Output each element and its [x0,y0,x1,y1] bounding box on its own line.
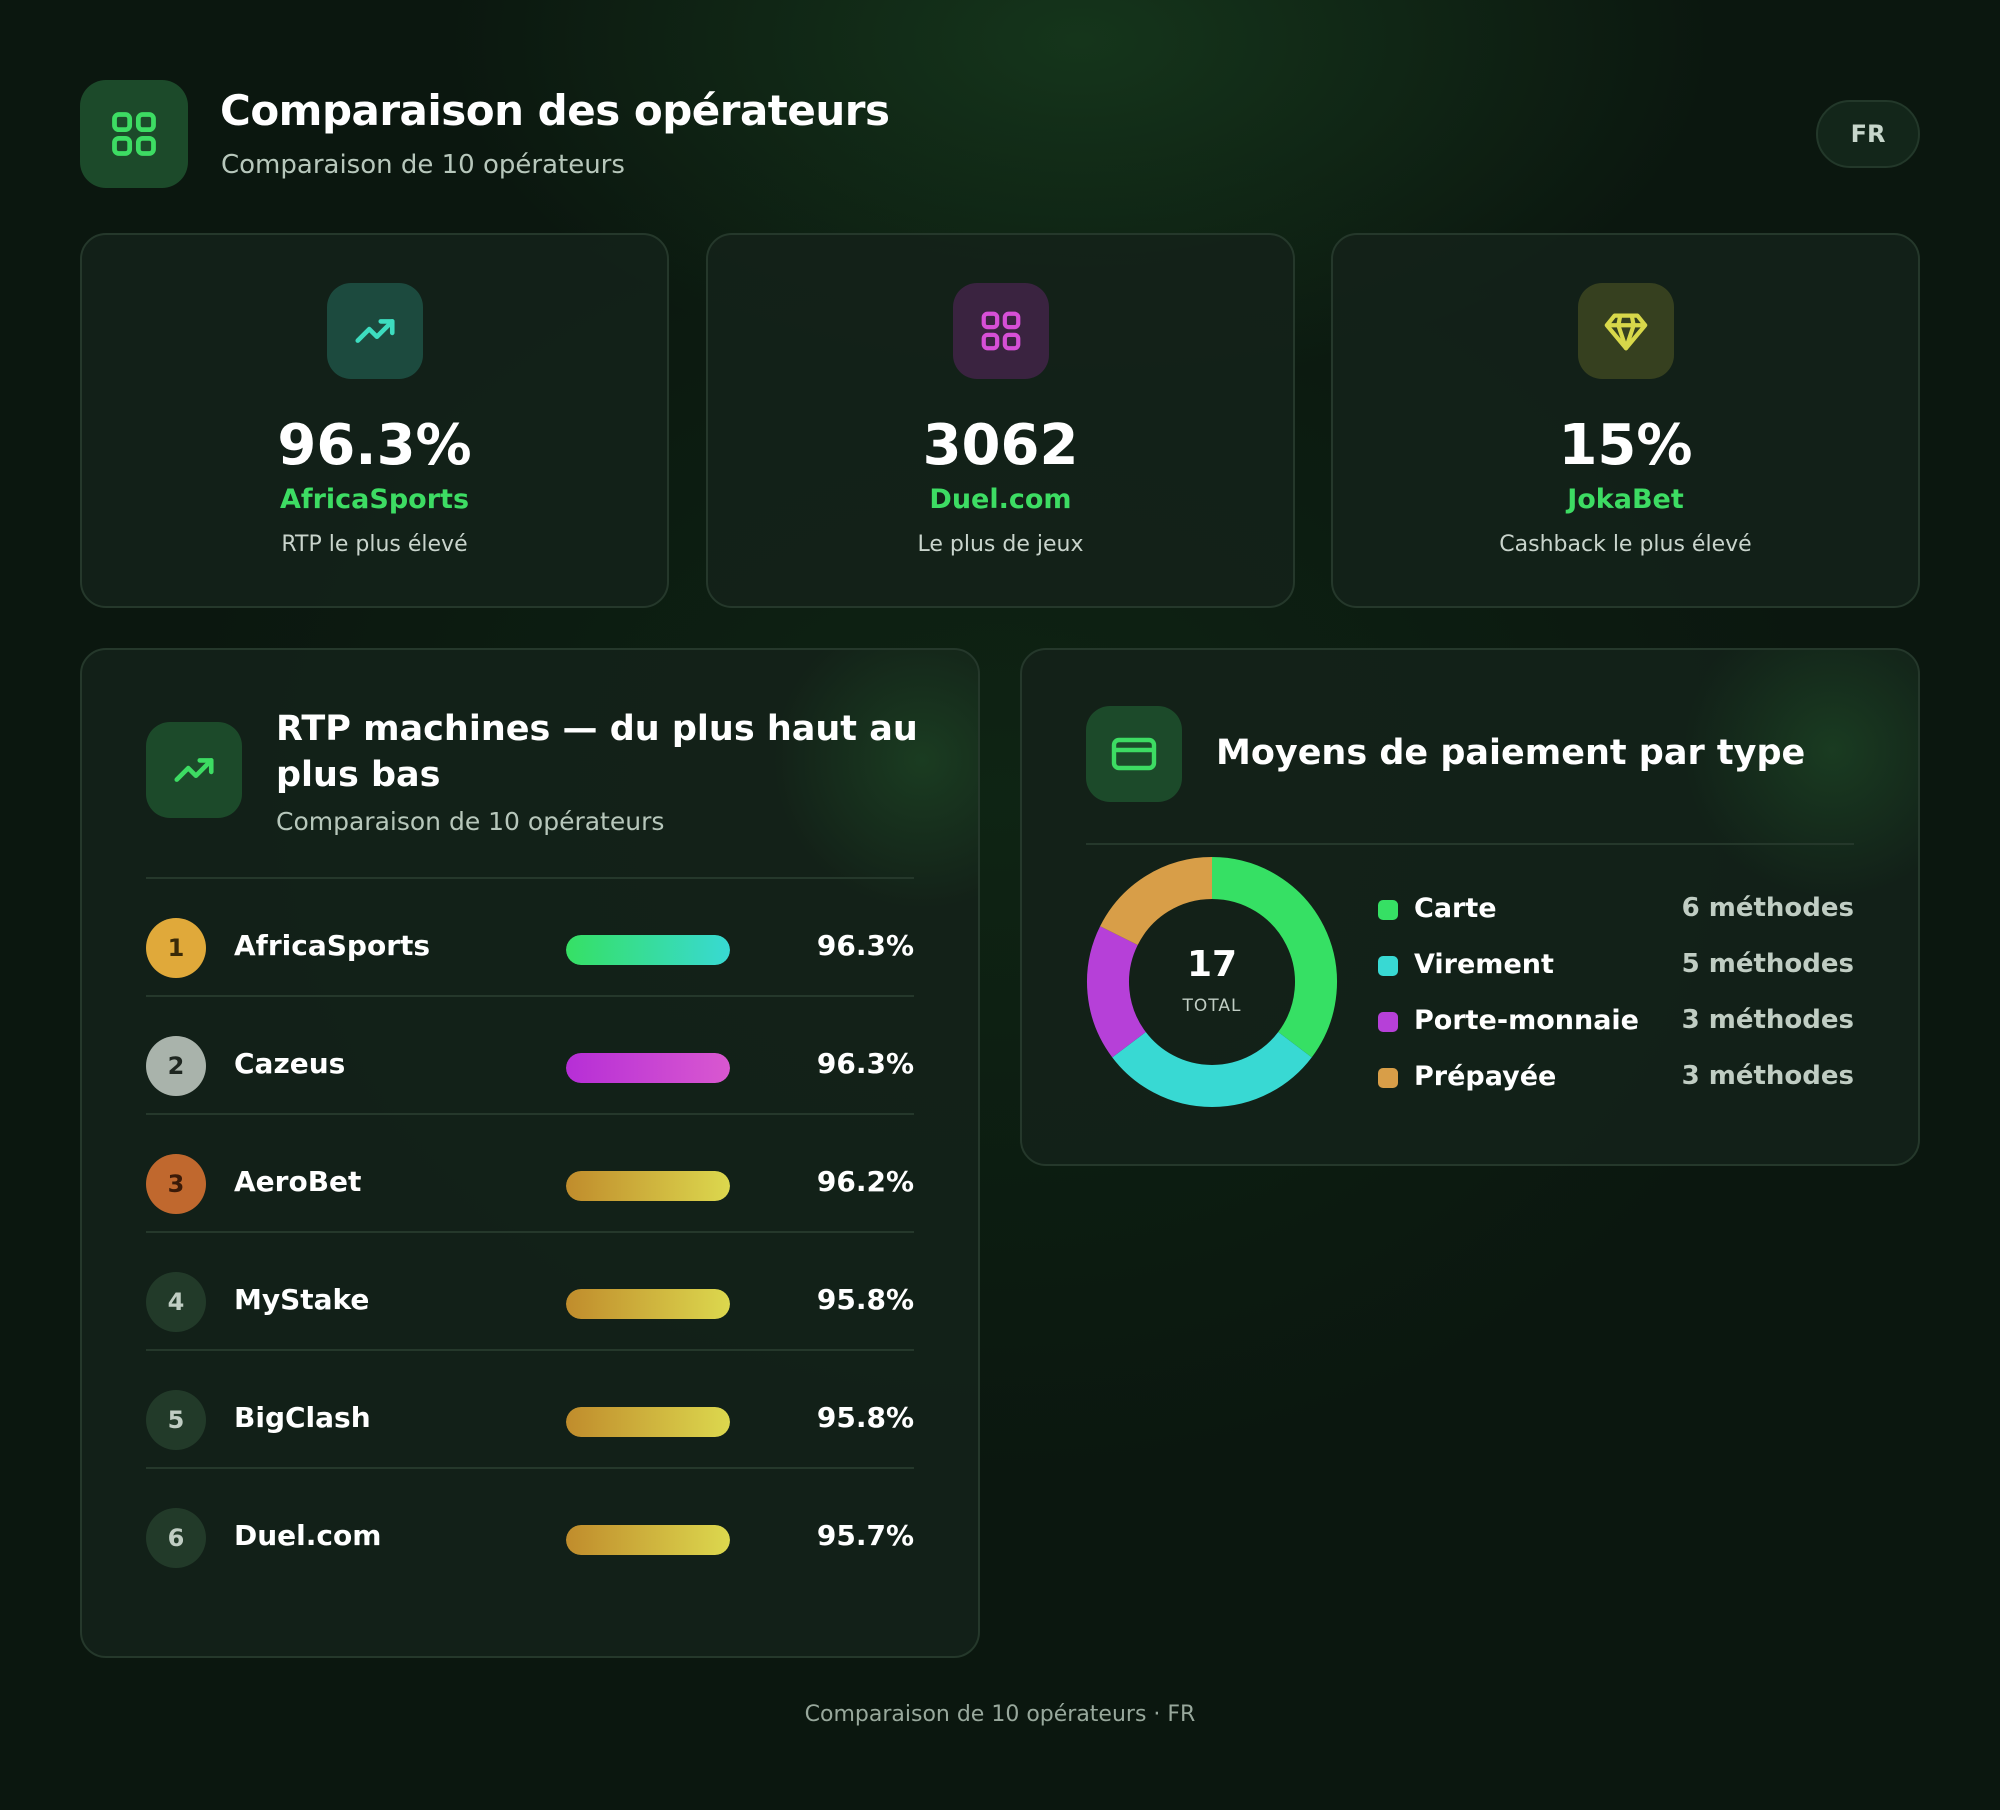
stat-value: 96.3% [277,413,472,478]
operator-name[interactable]: Cazeus [234,1047,346,1080]
stat-card-most-games: 3062 Duel.com Le plus de jeux [706,233,1295,608]
payment-donut-chart: 17 TOTAL [1086,856,1338,1108]
page-header: Comparaison des opérateurs Comparaison d… [80,80,1920,188]
operator-rtp: 95.8% [816,1401,914,1434]
operator-name[interactable]: AeroBet [234,1165,362,1198]
operator-rtp: 96.2% [816,1165,914,1198]
stat-label: RTP le plus élevé [281,532,468,557]
rtp-bar [566,1171,730,1201]
page-subtitle: Comparaison de 10 opérateurs [221,150,625,180]
rank-badge: 3 [146,1154,206,1214]
rank-badge: 6 [146,1508,206,1568]
stat-operator[interactable]: Duel.com [929,484,1072,515]
panel-title: Moyens de paiement par type [1216,733,1806,773]
legend-count: 3 méthodes [1681,1005,1854,1035]
donut-slice-porte-monnaie [1087,926,1147,1058]
footer-text: Comparaison de 10 opérateurs · FR [804,1702,1196,1727]
legend-item: Porte-monnaie 3 méthodes [1378,1002,1854,1042]
rtp-row[interactable]: 3 AeroBet 96.2% [146,1115,914,1233]
stat-label: Le plus de jeux [917,532,1084,557]
legend-count: 5 méthodes [1681,949,1854,979]
legend-label: Porte-monnaie [1414,1005,1639,1036]
rank-badge: 5 [146,1390,206,1450]
legend-count: 3 méthodes [1681,1061,1854,1091]
legend-swatch [1378,956,1398,976]
rtp-bar [566,1525,730,1555]
rtp-bar-fill [566,1525,730,1555]
operator-name[interactable]: AfricaSports [234,929,431,962]
legend-swatch [1378,900,1398,920]
language-button[interactable]: FR [1816,100,1920,168]
rtp-bar-fill [566,935,730,965]
legend-swatch [1378,1068,1398,1088]
legend-count: 6 méthodes [1681,893,1854,923]
stat-value: 15% [1558,413,1693,478]
stat-operator[interactable]: JokaBet [1567,484,1684,515]
legend-swatch [1378,1012,1398,1032]
operator-rtp: 96.3% [816,1047,914,1080]
payment-methods-panel: Moyens de paiement par type 17 TOTAL Car… [1020,648,1920,1166]
legend-item: Carte 6 méthodes [1378,890,1854,930]
legend-label: Virement [1414,949,1554,980]
legend-label: Carte [1414,893,1497,924]
rtp-row[interactable]: 1 AfricaSports 96.3% [146,879,914,997]
donut-slice-virement [1112,1031,1312,1107]
rank-badge: 1 [146,918,206,978]
operator-rtp: 95.8% [816,1283,914,1316]
operator-rtp: 95.7% [816,1519,914,1552]
rtp-bar-fill [566,1171,730,1201]
credit-card-icon [1086,706,1182,802]
stat-card-highest-cashback: 15% JokaBet Cashback le plus élevé [1331,233,1920,608]
rank-badge: 2 [146,1036,206,1096]
diamond-icon [1577,283,1674,379]
stat-operator[interactable]: AfricaSports [279,484,470,515]
rtp-bar-fill [566,1289,730,1319]
donut-total: 17 [1186,944,1238,985]
operator-name[interactable]: BigClash [234,1401,371,1434]
operator-name[interactable]: Duel.com [234,1519,382,1552]
stat-card-highest-rtp: 96.3% AfricaSports RTP le plus élevé [80,233,669,608]
rank-badge: 4 [146,1272,206,1332]
rtp-row[interactable]: 2 Cazeus 96.3% [146,997,914,1115]
panel-title: RTP machines — du plus haut au plus bas [276,709,918,795]
grid-icon [952,283,1049,379]
stat-value: 3062 [922,413,1079,478]
rtp-bar [566,1053,730,1083]
rtp-row[interactable]: 4 MyStake 95.8% [146,1233,914,1351]
panel-subtitle: Comparaison de 10 opérateurs [276,807,665,836]
rtp-row[interactable]: 6 Duel.com 95.7% [146,1469,914,1587]
rtp-bar-fill [566,1407,730,1437]
rtp-ranking-panel: RTP machines — du plus haut au plus bas … [80,648,980,1658]
rtp-bar [566,1407,730,1437]
legend-item: Prépayée 3 méthodes [1378,1058,1854,1098]
operator-name[interactable]: MyStake [234,1283,370,1316]
stat-label: Cashback le plus élevé [1499,532,1752,557]
operator-rtp: 96.3% [816,929,914,962]
rtp-row[interactable]: 5 BigClash 95.8% [146,1351,914,1469]
trending-up-icon [146,722,242,818]
donut-slice-prépayée [1100,857,1213,946]
trending-up-icon [326,283,423,379]
legend-label: Prépayée [1414,1061,1557,1092]
grid-icon [80,80,188,188]
donut-total-label: TOTAL [1182,996,1242,1016]
rtp-bar [566,1289,730,1319]
rtp-bar [566,935,730,965]
legend-item: Virement 5 méthodes [1378,946,1854,986]
page-title: Comparaison des opérateurs [220,86,890,135]
rtp-bar-fill [566,1053,730,1083]
donut-slice-carte [1211,857,1337,1058]
